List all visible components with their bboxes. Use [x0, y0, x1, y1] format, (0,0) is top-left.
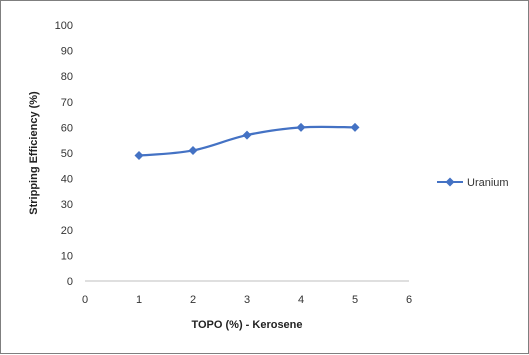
x-tick-label: 4	[298, 294, 304, 306]
y-tick-label: 80	[61, 71, 73, 83]
y-tick-label: 50	[61, 148, 73, 160]
x-tick-label: 2	[190, 294, 196, 306]
data-point	[134, 151, 144, 161]
series-layer	[134, 122, 360, 161]
data-point	[242, 130, 252, 140]
x-tick-label: 3	[244, 294, 250, 306]
data-point	[296, 122, 306, 132]
y-tick-label: 40	[61, 174, 73, 186]
x-tick-labels: 0 1 2 3 4 5 6	[82, 294, 412, 306]
y-tick-label: 70	[61, 97, 73, 109]
y-tick-label: 60	[61, 122, 73, 134]
y-tick-label: 30	[61, 199, 73, 211]
y-tick-label: 20	[61, 225, 73, 237]
data-point	[350, 122, 360, 132]
y-tick-label: 90	[61, 46, 73, 58]
x-axis-title: TOPO (%) - Kerosene	[191, 319, 302, 331]
x-tick-label: 0	[82, 294, 88, 306]
data-point	[188, 145, 198, 155]
y-tick-label: 10	[61, 250, 73, 262]
y-tick-labels: 0 10 20 30 40 50 60 70 80 90 100	[55, 20, 73, 288]
x-tick-label: 5	[352, 294, 358, 306]
legend-label-uranium: Uranium	[467, 177, 509, 189]
x-tick-label: 6	[406, 294, 412, 306]
y-tick-label: 100	[55, 20, 73, 32]
legend: Uranium	[437, 177, 509, 189]
x-tick-label: 1	[136, 294, 142, 306]
legend-marker-uranium	[445, 177, 455, 187]
y-axis-title: Stripping Efficiency (%)	[28, 91, 40, 215]
y-tick-label: 0	[67, 276, 73, 288]
